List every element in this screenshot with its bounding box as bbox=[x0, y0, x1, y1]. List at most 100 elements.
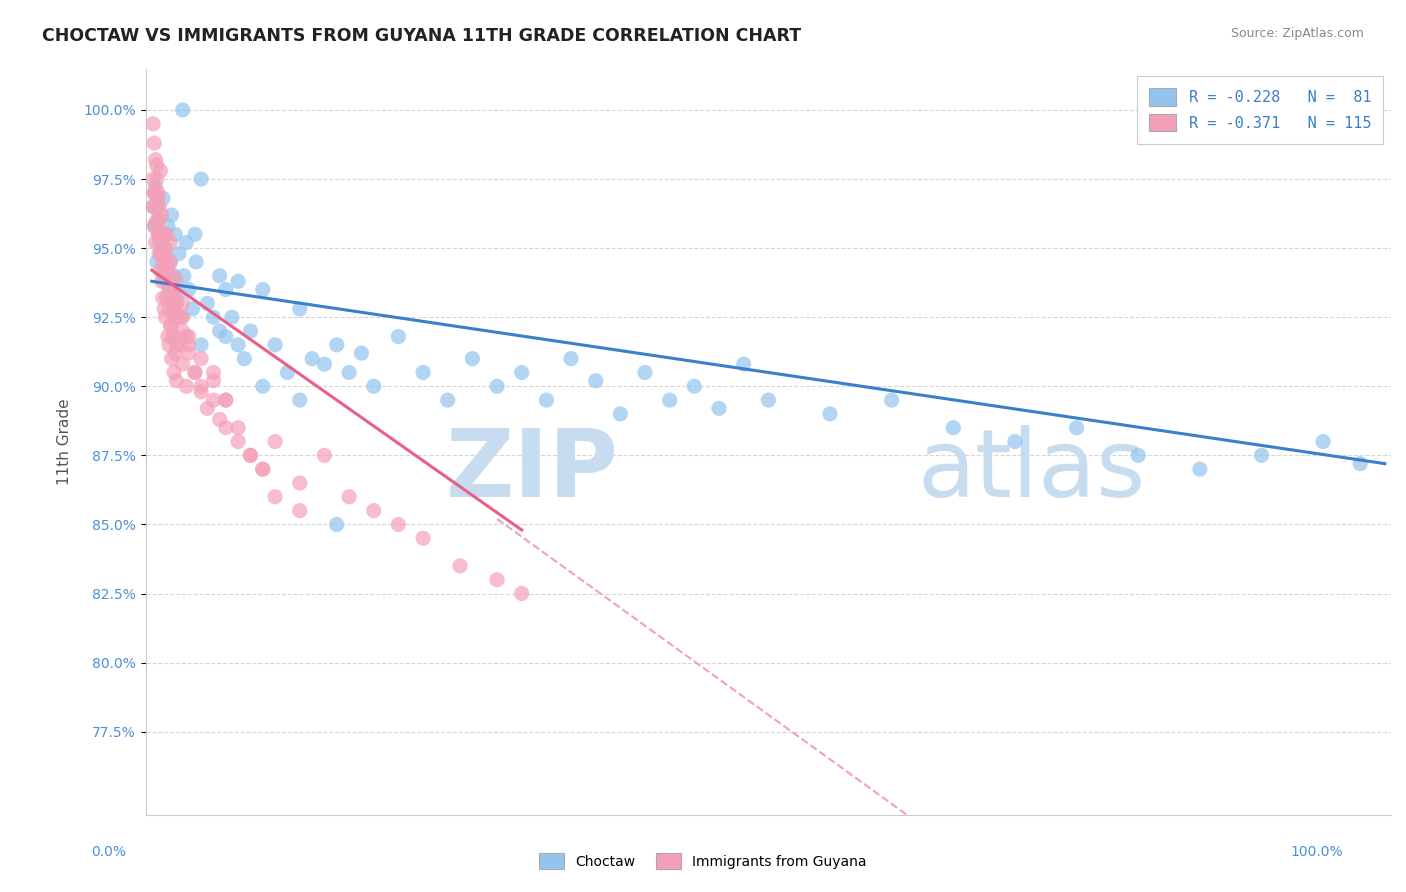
Point bbox=[252, 462, 274, 476]
Point bbox=[143, 219, 166, 233]
Point bbox=[162, 329, 184, 343]
Point bbox=[142, 172, 165, 186]
Text: Source: ZipAtlas.com: Source: ZipAtlas.com bbox=[1230, 27, 1364, 40]
Point bbox=[153, 271, 176, 285]
Point bbox=[436, 393, 458, 408]
Point bbox=[880, 393, 903, 408]
Point bbox=[264, 338, 287, 352]
Point bbox=[150, 208, 173, 222]
Point bbox=[184, 366, 207, 380]
Text: CHOCTAW VS IMMIGRANTS FROM GUYANA 11TH GRADE CORRELATION CHART: CHOCTAW VS IMMIGRANTS FROM GUYANA 11TH G… bbox=[42, 27, 801, 45]
Point bbox=[142, 117, 165, 131]
Point bbox=[412, 366, 434, 380]
Point bbox=[239, 448, 262, 462]
Point bbox=[177, 338, 200, 352]
Point bbox=[387, 329, 409, 343]
Point bbox=[146, 213, 169, 227]
Point bbox=[153, 241, 176, 255]
Point bbox=[560, 351, 582, 366]
Point bbox=[163, 329, 186, 343]
Text: 100.0%: 100.0% bbox=[1291, 845, 1343, 859]
Point bbox=[449, 558, 471, 573]
Point bbox=[149, 263, 172, 277]
Point bbox=[145, 200, 167, 214]
Point bbox=[233, 351, 256, 366]
Point bbox=[190, 172, 212, 186]
Point bbox=[264, 490, 287, 504]
Point bbox=[166, 291, 188, 305]
Point bbox=[172, 357, 194, 371]
Point bbox=[157, 338, 180, 352]
Point bbox=[166, 338, 188, 352]
Point bbox=[208, 268, 231, 283]
Point bbox=[155, 227, 177, 242]
Point bbox=[166, 274, 188, 288]
Point bbox=[172, 103, 194, 117]
Point bbox=[160, 318, 183, 333]
Point bbox=[658, 393, 681, 408]
Point bbox=[208, 412, 231, 426]
Point bbox=[412, 531, 434, 545]
Point bbox=[156, 219, 179, 233]
Point bbox=[177, 283, 200, 297]
Point bbox=[288, 475, 311, 490]
Point bbox=[145, 153, 167, 167]
Point bbox=[387, 517, 409, 532]
Point bbox=[1312, 434, 1334, 449]
Point bbox=[252, 379, 274, 393]
Point bbox=[301, 351, 323, 366]
Point bbox=[165, 227, 187, 242]
Point bbox=[145, 158, 167, 172]
Point bbox=[150, 246, 173, 260]
Point bbox=[149, 163, 172, 178]
Point bbox=[172, 310, 194, 325]
Point bbox=[148, 246, 170, 260]
Point bbox=[195, 401, 218, 416]
Point bbox=[150, 241, 173, 255]
Point bbox=[1004, 434, 1026, 449]
Point bbox=[157, 283, 180, 297]
Point bbox=[152, 255, 174, 269]
Point bbox=[143, 186, 166, 200]
Point bbox=[153, 227, 176, 242]
Point bbox=[156, 291, 179, 305]
Point bbox=[166, 296, 188, 310]
Point bbox=[166, 374, 188, 388]
Point bbox=[202, 310, 225, 325]
Point bbox=[157, 274, 180, 288]
Point bbox=[363, 503, 385, 517]
Point bbox=[167, 246, 190, 260]
Point bbox=[184, 227, 207, 242]
Point bbox=[226, 421, 249, 435]
Point bbox=[148, 200, 170, 214]
Point bbox=[166, 310, 188, 325]
Point bbox=[159, 283, 181, 297]
Point bbox=[186, 255, 208, 269]
Point bbox=[536, 393, 558, 408]
Point bbox=[143, 186, 166, 200]
Point bbox=[314, 357, 336, 371]
Point bbox=[510, 366, 533, 380]
Point bbox=[159, 318, 181, 333]
Point bbox=[1188, 462, 1211, 476]
Point bbox=[942, 421, 965, 435]
Point bbox=[160, 208, 183, 222]
Point bbox=[155, 255, 177, 269]
Point bbox=[170, 310, 193, 325]
Point bbox=[160, 351, 183, 366]
Point bbox=[1066, 421, 1088, 435]
Point bbox=[153, 263, 176, 277]
Point bbox=[252, 462, 274, 476]
Point bbox=[288, 503, 311, 517]
Point bbox=[155, 263, 177, 277]
Point bbox=[159, 283, 181, 297]
Point bbox=[177, 329, 200, 343]
Point bbox=[756, 393, 779, 408]
Point bbox=[165, 310, 187, 325]
Point bbox=[226, 338, 249, 352]
Point bbox=[486, 573, 509, 587]
Point bbox=[190, 379, 212, 393]
Point bbox=[160, 283, 183, 297]
Point bbox=[337, 366, 360, 380]
Point bbox=[288, 393, 311, 408]
